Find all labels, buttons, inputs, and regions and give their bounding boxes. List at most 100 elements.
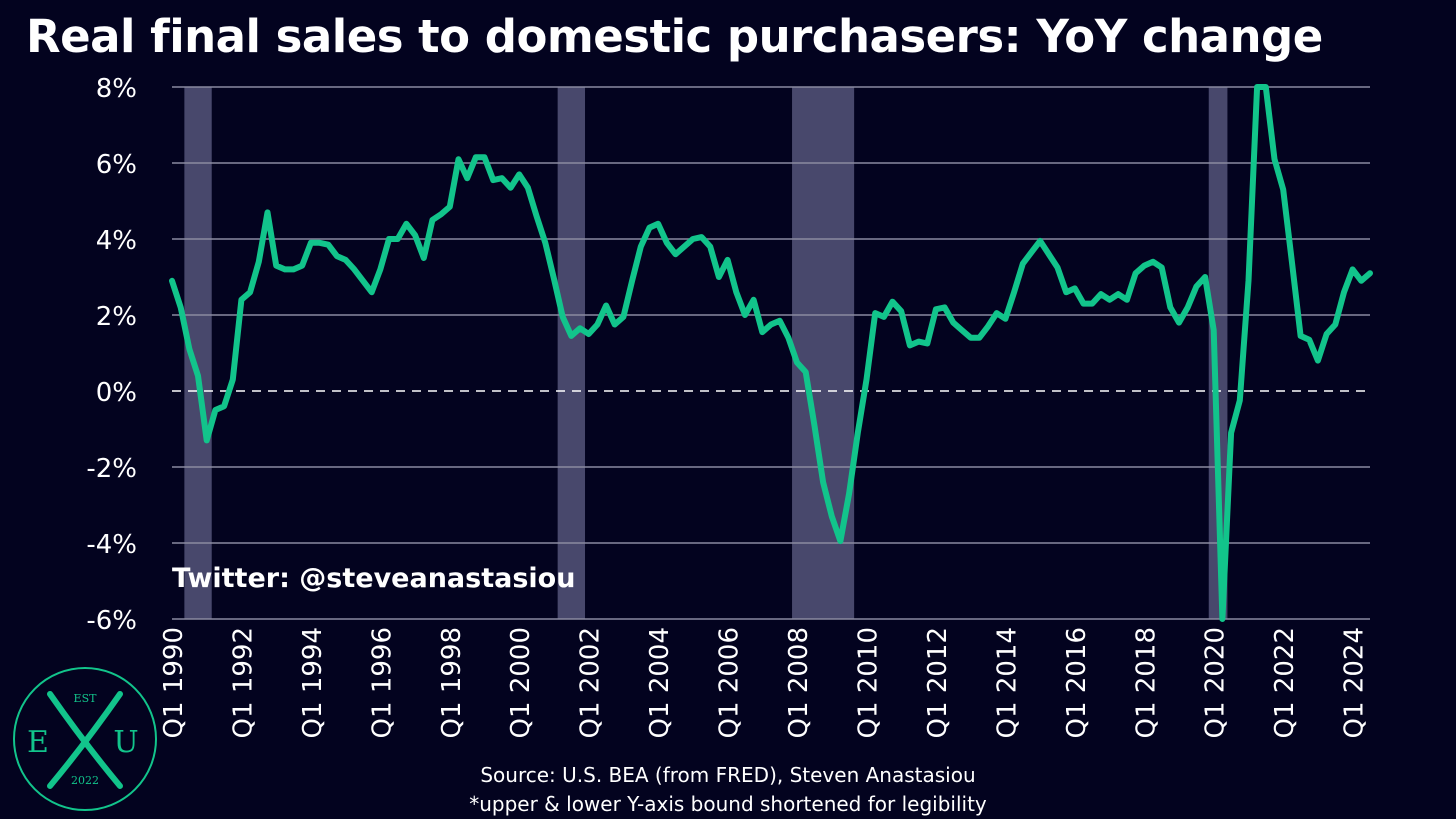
data-point: [681, 244, 687, 250]
logo-stroke-b: [47, 691, 123, 789]
data-point: [1002, 316, 1008, 322]
x-tick-label: Q1 2024: [1340, 627, 1370, 738]
recession-band-2: [792, 87, 855, 619]
data-point: [864, 377, 869, 383]
data-point: [221, 403, 227, 409]
logo-year-text: 2022: [71, 774, 99, 787]
data-point: [377, 266, 383, 272]
x-tick-label: Q1 2008: [784, 627, 814, 738]
data-point: [594, 322, 600, 327]
y-tick-label: -2%: [86, 454, 137, 484]
data-point: [438, 211, 444, 217]
data-point: [299, 263, 305, 269]
data-point: [1332, 322, 1338, 327]
data-point: [690, 236, 696, 242]
data-point: [1124, 297, 1130, 303]
x-axis-labels: Q1 1990 Q1 1992 Q1 1994 Q1 1996 Q1 1998 Q1 20…: [159, 627, 1370, 738]
data-point: [395, 236, 401, 242]
data-point: [1063, 289, 1069, 295]
data-point: [1115, 291, 1121, 297]
data-point: [612, 322, 618, 327]
data-point: [968, 335, 974, 341]
data-point: [499, 175, 505, 181]
logo-letter-e: E: [27, 725, 49, 760]
data-point: [351, 266, 357, 272]
data-point: [577, 325, 583, 331]
x-tick-label: Q1 2016: [1062, 627, 1092, 738]
data-point: [950, 320, 956, 326]
data-point: [265, 209, 270, 215]
data-point: [1098, 291, 1104, 297]
data-point: [403, 221, 409, 227]
data-point: [1089, 301, 1095, 307]
data-point: [1306, 337, 1312, 343]
data-point: [803, 369, 809, 375]
data-point: [733, 289, 739, 295]
data-point: [1028, 249, 1034, 255]
recession-band-3: [1208, 87, 1228, 619]
data-point: [186, 346, 192, 352]
data-point: [1272, 156, 1277, 162]
data-point: [1298, 333, 1304, 339]
axis-footnote: *upper & lower Y-axis bound shortened fo…: [469, 792, 987, 816]
data-point: [742, 312, 748, 318]
data-point: [1358, 278, 1364, 284]
data-point: [1150, 259, 1156, 265]
data-point: [985, 323, 991, 329]
data-point: [725, 257, 731, 263]
data-point: [785, 335, 791, 341]
data-point: [308, 240, 314, 246]
data-point: [890, 299, 895, 305]
x-tick-label: Q1 1994: [298, 627, 328, 738]
data-point: [872, 310, 878, 316]
data-point: [768, 322, 774, 327]
data-point: [560, 314, 566, 320]
data-point: [178, 304, 184, 310]
data-point: [898, 308, 904, 314]
y-tick-label: 2%: [96, 302, 137, 332]
data-point: [820, 479, 826, 485]
recession-band-1: [557, 87, 586, 619]
data-point: [317, 240, 323, 246]
x-tick-label: Q1 1996: [367, 627, 397, 738]
data-point: [282, 266, 288, 272]
data-point: [707, 244, 713, 250]
data-point: [1020, 261, 1026, 267]
x-tick-label: Q1 1998: [437, 627, 467, 738]
data-point: [1055, 265, 1060, 270]
data-point: [829, 513, 835, 519]
data-point: [1341, 289, 1347, 295]
data-point: [291, 266, 296, 272]
gridlines: [172, 86, 1370, 620]
recession-bands: [184, 87, 1228, 619]
data-point: [777, 318, 783, 324]
data-point: [1202, 274, 1208, 280]
data-point: [855, 430, 861, 436]
x-tick-label: Q1 2012: [923, 627, 953, 738]
x-tick-label: Q1 2000: [506, 627, 536, 738]
data-point: [551, 276, 557, 282]
x-tick-label: Q1 2014: [992, 627, 1022, 738]
data-point: [169, 278, 175, 284]
data-point: [360, 278, 366, 284]
source-note: Source: U.S. BEA (from FRED), Steven Ana…: [480, 763, 976, 787]
y-axis-labels: -6% -4% -2% 0% 2% 4% 6% 8%: [86, 74, 137, 636]
data-point: [473, 154, 479, 160]
series-line-0: [169, 84, 1373, 622]
data-point: [759, 329, 765, 335]
y-tick-label: 4%: [96, 226, 137, 256]
data-point: [1228, 430, 1234, 436]
data-point: [994, 310, 1000, 316]
data-point: [1193, 284, 1199, 289]
data-point: [924, 341, 930, 346]
x-tick-label: Q1 1992: [228, 627, 258, 738]
x-tick-label: Q1 1990: [159, 627, 189, 738]
data-point: [1081, 301, 1086, 307]
data-point: [525, 185, 531, 191]
data-point: [1185, 304, 1191, 310]
data-point: [907, 342, 913, 348]
data-point: [1280, 187, 1286, 193]
data-point: [1219, 616, 1225, 622]
data-point: [195, 373, 201, 379]
